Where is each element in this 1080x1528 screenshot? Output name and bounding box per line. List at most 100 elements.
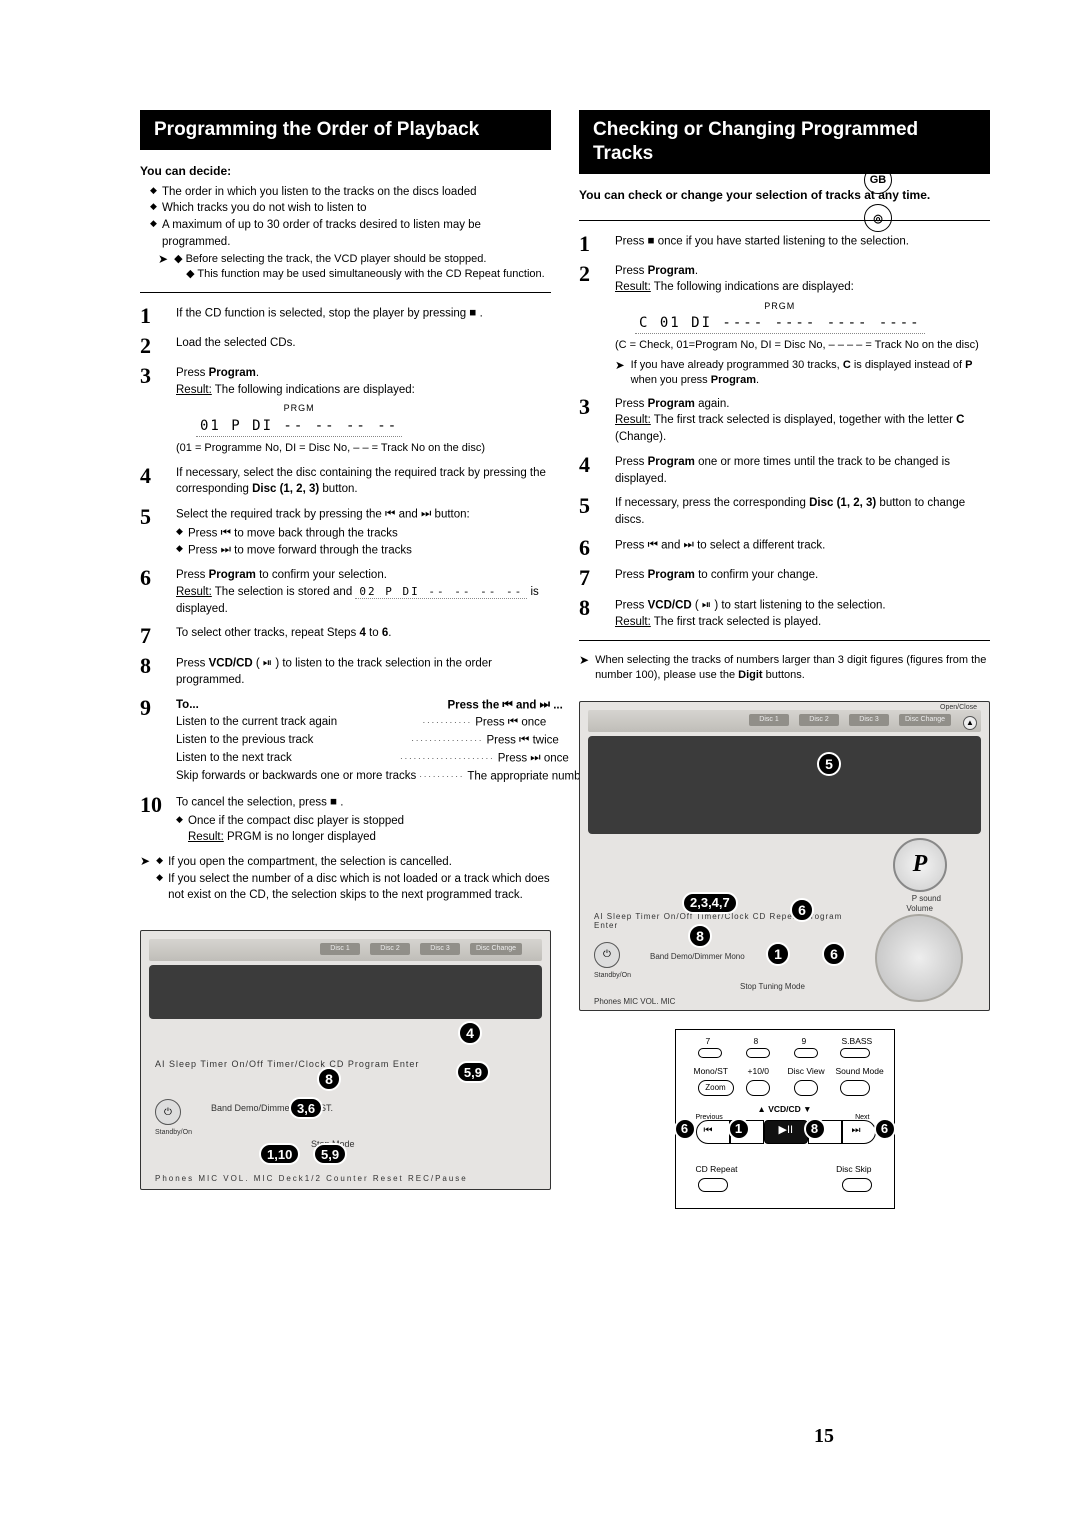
left-intro-subnote: ➤ ◆ Before selecting the track, the VCD … [158,252,551,282]
callout-5: 5 [817,752,841,776]
next-track-icon: ⏭ [852,1125,861,1136]
callout-2347: 2,3,4,7 [682,892,738,914]
result-label: Result: [615,616,651,628]
prev-track-icon: ⏮ [502,697,512,714]
step-text: Press [176,367,209,379]
remote-key-9: 9 [802,1036,807,1046]
r-step-6: 6 Press ⏮ and ⏭ to select a different tr… [579,537,990,559]
stop-icon: ■ [648,233,655,250]
open-close-button-icon: ▲ [963,716,977,730]
step-4: 4 If necessary, select the disc containi… [140,465,551,498]
result-text: The first track selected is played. [651,616,821,628]
right-device-illustration: Disc 1 Disc 2 Disc 3 Disc Change Open/Cl… [579,701,990,1011]
step-body: Press ■ once if you have started listeni… [615,233,990,250]
left-column: Programming the Order of Playback You ca… [140,110,551,1209]
step-number: 4 [579,454,605,476]
step-text: To cancel the selection, press [176,796,330,808]
panel-labels-bottom: Phones MIC VOL. MIC Deck1/2 Counter Rese… [155,1174,536,1183]
step-9: 9 To... Press the ⏮ and ⏭ ... Listen to … [140,697,551,786]
step-text: . [256,367,259,379]
callout-1: 1 [766,942,790,966]
display-readout: PRGM 01 P DI -- -- -- -- [196,402,551,436]
step-body: Press Program one or more times until th… [615,454,990,487]
step-number: 1 [579,233,605,255]
r-step-5: 5 If necessary, press the corresponding … [579,495,990,528]
next-track-icon: ⏭ [684,537,694,554]
prev-track-icon: ⏮ [385,506,395,523]
callout-6: 6 [822,942,846,966]
disc-label: Disc 3 [420,943,460,955]
prev-track-icon: ⏮ [648,537,658,554]
step-body: Load the selected CDs. [176,335,551,352]
step-number: 2 [579,263,605,285]
result-text: The first track selected is displayed, t… [651,414,956,426]
r-step-4: 4 Press Program one or more times until … [579,454,990,487]
volume-label: Volume [906,904,933,913]
step-text-bold: Program [209,569,256,581]
note-arrow-icon: ➤ [615,358,625,375]
p-sound-label: P sound [912,894,941,903]
r-step-1: 1 Press ■ once if you have started liste… [579,233,990,255]
marker-disc: ◎ [864,204,892,232]
panel-labels-bottom: Phones MIC VOL. MIC [594,997,675,1006]
next-track-icon: ⏭ [530,750,540,767]
right-tail-note: ➤ When selecting the tracks of numbers l… [579,653,990,683]
right-intro: You can check or change your selection o… [579,188,990,202]
step-body: Press Program. Result: The following ind… [176,365,551,457]
divider [140,292,551,293]
divider [579,640,990,641]
disc-label: Disc 1 [749,714,789,726]
step-text: If necessary, select the disc containing… [176,467,546,496]
remote-next-label: Next [855,1114,869,1121]
play-pause-icon: ⏯ [702,597,711,614]
next-track-icon: ⏭ [421,506,431,523]
tail-bullet: If you select the number of a disc which… [156,871,551,904]
sub-bullet: Press ⏭ to move forward through the trac… [176,542,551,559]
result-label: Result: [615,414,651,426]
play-pause-icon: ⏯ [263,655,272,672]
intro-bullet: Which tracks you do not wish to listen t… [150,200,551,217]
step-5: 5 Select the required track by pressing … [140,506,551,559]
step-number: 10 [140,794,166,816]
left-intro-bullets: The order in which you listen to the tra… [150,184,551,251]
disc-change-label: Disc Change [470,943,522,955]
sub-bullet: Press ⏮ to move back through the tracks [176,525,551,542]
page-number: 15 [814,1425,834,1448]
display-segment: 01 P DI -- -- -- -- [196,416,402,437]
left-device-illustration: Disc 1 Disc 2 Disc 3 Disc Change AI Slee… [140,930,551,1190]
step-body: To cancel the selection, press ■ . Once … [176,794,551,846]
step-text: . [480,308,483,320]
step-text: to confirm your selection. [256,569,387,581]
panel-labels-row2: Band Demo/Dimmer Mono [650,952,745,961]
step-number: 7 [140,625,166,647]
p-sound-button: P [893,838,947,892]
step-text: . [340,796,343,808]
step-text: If the CD function is selected, stop the… [176,308,469,320]
step-number: 5 [579,495,605,517]
remote-key-sbass: S.BASS [842,1036,873,1046]
result-text: The following indications are displayed: [212,384,415,396]
open-close-label: Open/Close [940,704,977,711]
left-intro-heading: You can decide: [140,164,551,178]
step-body: If necessary, press the corresponding Di… [615,495,990,528]
remote-key-sound: Sound Mode [836,1066,884,1076]
step-text: Press [176,569,209,581]
step-body: Press ⏮ and ⏭ to select a different trac… [615,537,990,554]
note-arrow-icon: ➤ [579,653,589,667]
step-number: 9 [140,697,166,719]
callout-4: 4 [458,1021,482,1045]
step-body: Press Program to confirm your change. [615,567,990,584]
remote-key-discview: Disc View [788,1066,825,1076]
step-1: 1 If the CD function is selected, stop t… [140,305,551,327]
r-step-7: 7 Press Program to confirm your change. [579,567,990,589]
tail-bullet: If you open the compartment, the selecti… [156,854,551,871]
stop-icon: ■ [469,305,476,322]
sub-bullet: Once if the compact disc player is stopp… [176,813,551,846]
intro-bullet: A maximum of up to 30 order of tracks de… [150,217,551,250]
step-body: Press VCD/CD ( ⏯ ) to listen to the trac… [176,655,551,689]
step-number: 8 [140,655,166,677]
standby-button-icon: ⏻ [155,1099,181,1125]
remote-callout-6: 6 [874,1118,896,1140]
to-header-left: To... [176,697,447,714]
right-section-title: Checking or Changing Programmed Tracks [579,110,990,174]
